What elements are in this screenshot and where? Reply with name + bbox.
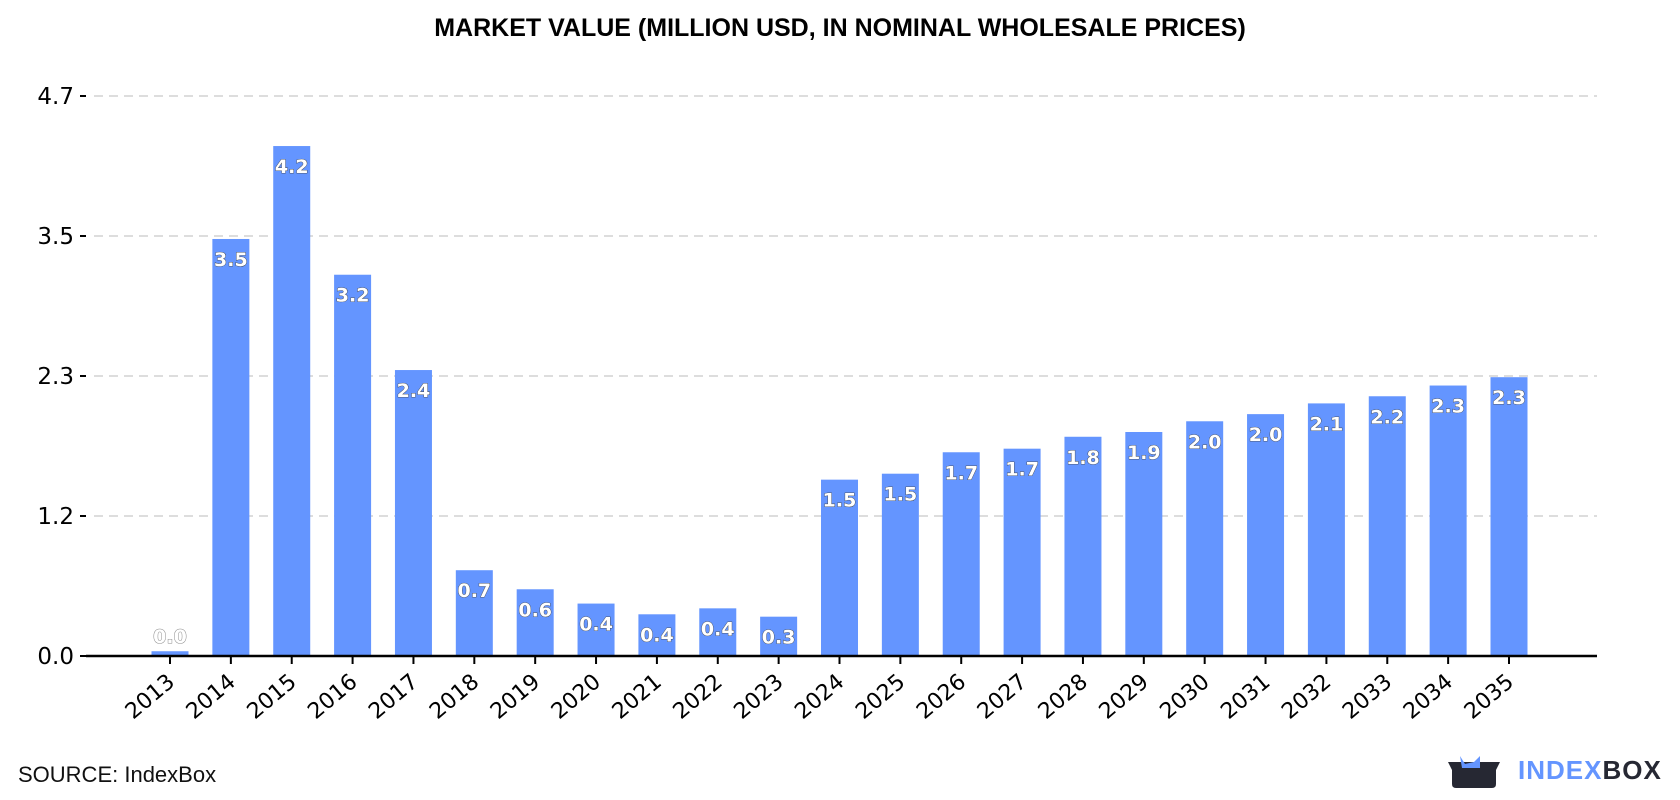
data-label: 2.3 [1431, 396, 1465, 418]
bar-2030 [1186, 421, 1224, 656]
bar-2024 [821, 479, 858, 656]
data-label: 2.0 [1188, 431, 1222, 453]
data-label: 0.4 [579, 614, 613, 636]
data-label: 3.2 [336, 285, 370, 307]
x-tick-label: 2031 [1216, 669, 1275, 724]
bar-2025 [881, 473, 919, 656]
x-tick-label: 2014 [182, 669, 241, 724]
bar-2020 [577, 603, 615, 656]
x-tick-label: 2017 [364, 669, 423, 724]
x-tick-label: 2034 [1399, 669, 1458, 724]
x-tick-label: 2020 [547, 669, 606, 724]
bar-2021 [638, 614, 676, 656]
x-tick-label: 2022 [669, 669, 728, 724]
bar-chart: 0.0 1.2 2.3 3.5 4.7 0.0 2013 3.5 2014 4.2 2015 3.2 2… [37, 84, 1597, 725]
x-tick-label: 2035 [1460, 669, 1519, 724]
data-label: 2.4 [397, 380, 431, 402]
bar-2034 [1429, 385, 1467, 656]
x-tick-label: 2015 [243, 669, 302, 724]
x-tick-label: 2021 [608, 669, 667, 724]
data-label: 1.9 [1127, 442, 1161, 464]
y-tick-label: 3.5 [37, 224, 74, 250]
bar-2027 [1003, 448, 1041, 656]
data-label: 3.5 [214, 249, 248, 271]
data-label: 2.1 [1310, 413, 1344, 435]
data-label: 0.0 [153, 626, 187, 648]
bar-2018 [455, 570, 493, 656]
data-label: 0.7 [457, 580, 491, 602]
x-tick-label: 2030 [1156, 669, 1215, 724]
source-label: SOURCE: IndexBox [18, 762, 217, 787]
y-tick-label: 2.3 [37, 364, 74, 390]
x-tick-label: 2028 [1034, 669, 1093, 724]
bar-2023 [760, 616, 798, 656]
x-tick-label: 2027 [973, 669, 1032, 724]
logo-text-box: BOX [1602, 754, 1662, 785]
box-logo-icon [1448, 756, 1500, 788]
bar-2028 [1064, 436, 1102, 656]
bar-2017 [394, 370, 432, 656]
x-tick-label: 2018 [425, 669, 484, 724]
x-tick-label: 2029 [1095, 669, 1154, 724]
x-tick-label: 2024 [790, 669, 849, 724]
x-tick-label: 2033 [1338, 669, 1397, 724]
bar-2033 [1368, 396, 1406, 656]
bar-2035 [1490, 377, 1528, 656]
data-label: 1.8 [1066, 447, 1100, 469]
bar-2016 [334, 274, 372, 656]
data-label: 1.7 [944, 462, 978, 484]
x-tick-label: 2026 [912, 669, 971, 724]
bar-2014 [212, 238, 250, 656]
data-label: 0.3 [762, 627, 796, 649]
data-label: 2.0 [1249, 424, 1283, 446]
chart-title: MARKET VALUE (MILLION USD, IN NOMINAL WH… [434, 14, 1246, 42]
data-label: 1.5 [884, 484, 918, 506]
data-label: 1.5 [823, 490, 857, 512]
y-tick-label: 1.2 [37, 504, 74, 530]
data-label: 2.2 [1370, 406, 1404, 428]
data-label: 0.4 [640, 624, 674, 646]
y-tick-label: 4.7 [37, 84, 74, 110]
bar-2022 [699, 608, 737, 656]
bar-2032 [1307, 403, 1345, 656]
bar-2013 [151, 651, 189, 656]
x-tick-label: 2023 [730, 669, 789, 724]
x-tick-label: 2013 [121, 669, 180, 724]
indexbox-logo: INDEXBOX [1448, 752, 1662, 788]
logo-text-index: INDEX [1518, 754, 1603, 785]
data-label: 0.4 [701, 618, 735, 640]
x-tick-label: 2019 [486, 669, 545, 724]
x-tick-label: 2016 [303, 669, 362, 724]
data-label: 2.3 [1492, 387, 1526, 409]
bar-2026 [942, 452, 980, 656]
bar-2019 [516, 589, 554, 656]
x-tick-label: 2025 [851, 669, 910, 724]
y-tick-label: 0.0 [37, 644, 74, 670]
x-tick-label: 2032 [1277, 669, 1336, 724]
data-label: 0.6 [518, 599, 552, 621]
data-label: 1.7 [1005, 459, 1039, 481]
bar-2015 [273, 146, 311, 657]
bar-2029 [1125, 432, 1163, 656]
bar-2031 [1247, 414, 1285, 656]
data-label: 4.2 [275, 156, 309, 178]
